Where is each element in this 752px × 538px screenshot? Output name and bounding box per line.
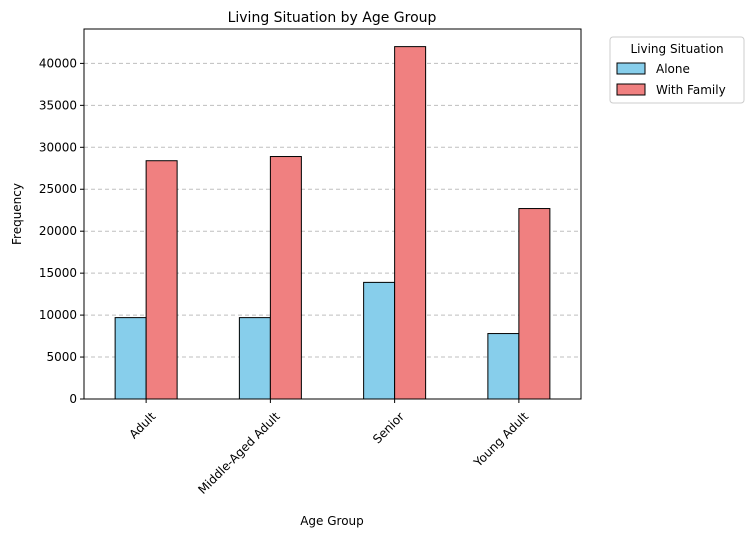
y-tick-label: 20000 <box>39 224 77 238</box>
x-tick-label: Middle-Aged Adult <box>195 409 283 497</box>
bar-alone <box>363 281 396 400</box>
chart-title: Living Situation by Age Group <box>228 10 437 26</box>
y-tick-label: 25000 <box>39 182 77 196</box>
bar-with-family <box>518 208 551 400</box>
gridlines <box>84 62 581 358</box>
x-axis-label: Age Group <box>300 514 364 528</box>
y-axis: 0 5000 10000 15000 20000 25000 30000 35000 40000 <box>39 56 84 406</box>
y-tick-label: 0 <box>69 392 77 406</box>
y-tick-label: 15000 <box>39 266 77 280</box>
bar-alone <box>487 333 520 400</box>
y-tick-label: 30000 <box>39 140 77 154</box>
legend: Living Situation Alone With Family <box>609 36 745 104</box>
x-tick-label: Adult <box>126 409 158 441</box>
bar-with-family <box>394 46 427 400</box>
bars <box>114 46 551 400</box>
bar-with-family <box>145 160 178 400</box>
y-axis-label: Frequency <box>10 183 24 245</box>
y-tick-label: 40000 <box>39 56 77 70</box>
y-tick-label: 35000 <box>39 98 77 112</box>
legend-swatch <box>616 83 646 96</box>
legend-label: Alone <box>656 62 690 76</box>
y-tick-label: 10000 <box>39 308 77 322</box>
legend-swatch <box>616 62 646 75</box>
bar-alone <box>238 317 271 400</box>
y-tick-label: 5000 <box>46 350 77 364</box>
bar-with-family <box>269 156 302 400</box>
x-tick-label: Senior <box>370 409 407 446</box>
x-tick-label: Young Adult <box>470 409 531 470</box>
plot-frame <box>83 28 582 400</box>
bar-alone <box>114 317 147 400</box>
legend-title: Living Situation <box>630 42 723 56</box>
legend-label: With Family <box>656 83 726 97</box>
x-axis: Adult Middle-Aged Adult Senior Young Adult <box>126 399 531 497</box>
